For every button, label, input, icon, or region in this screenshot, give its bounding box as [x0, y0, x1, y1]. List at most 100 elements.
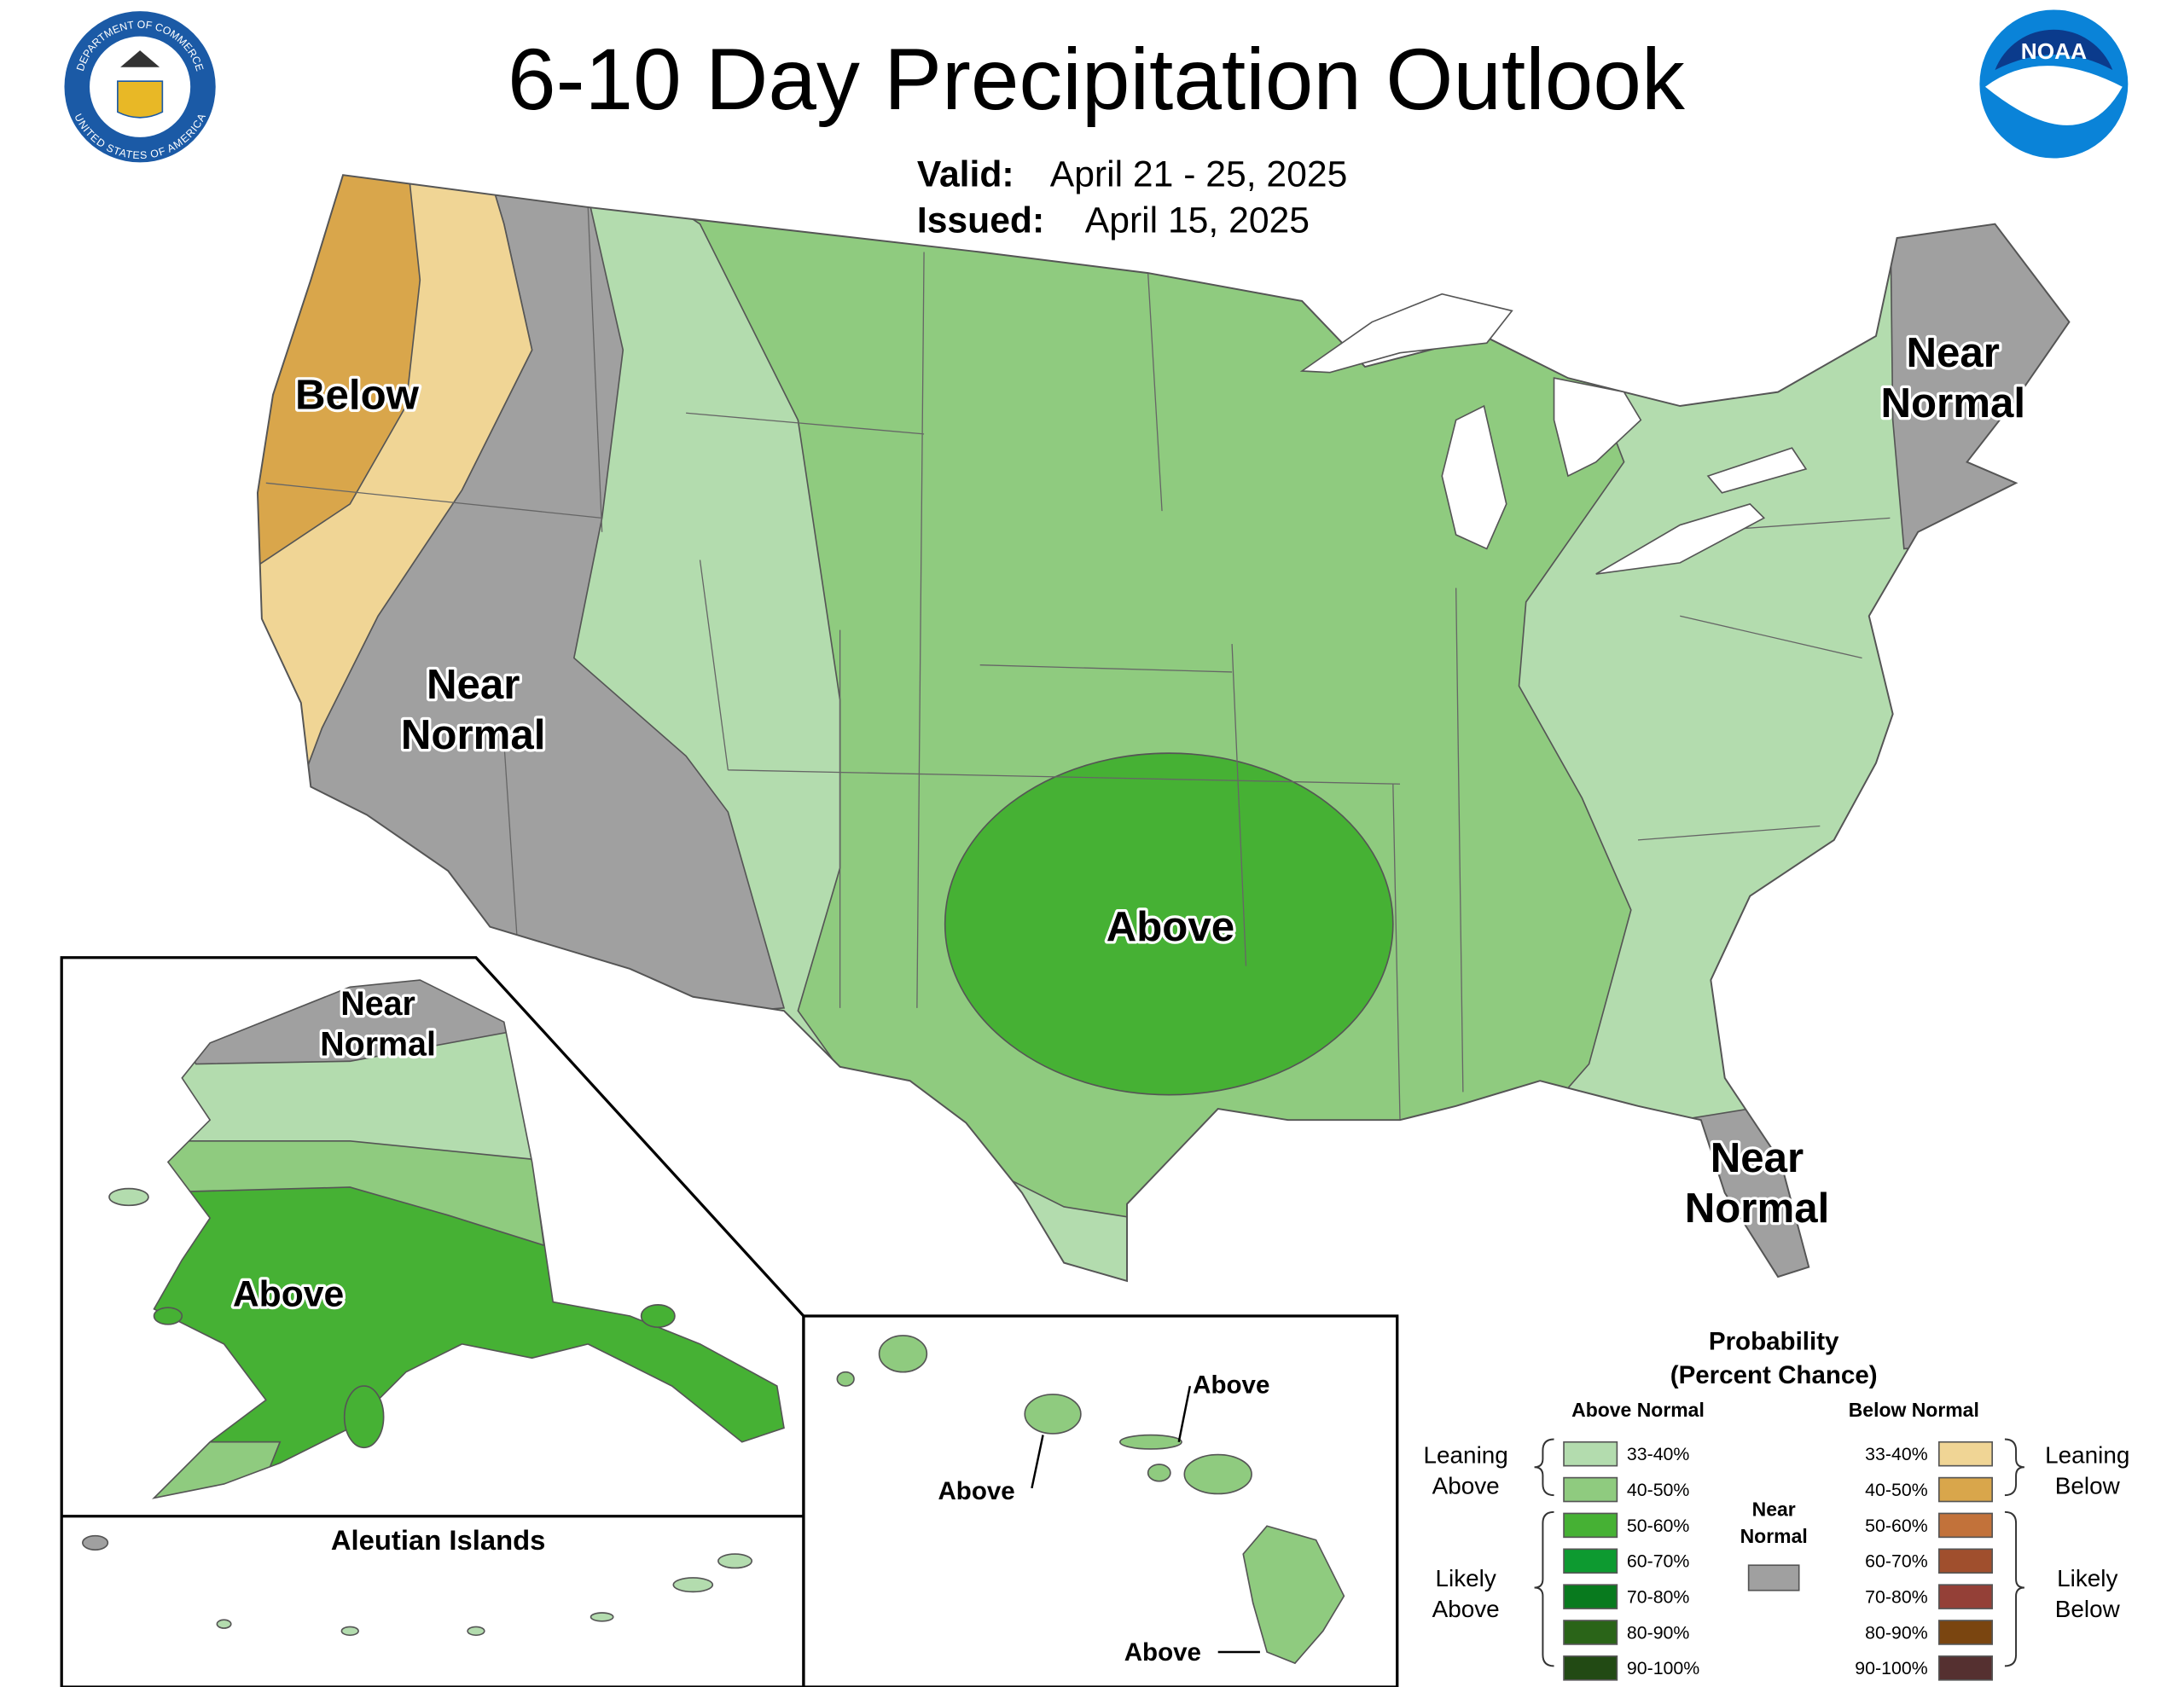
aleutian-islands [82, 1534, 753, 1637]
legend-swatch-label: 90-100% [1855, 1658, 1927, 1678]
state-borders [265, 206, 1891, 1121]
hi-label: Above [1193, 1371, 1269, 1399]
legend-swatch-label: 90-100% [1627, 1658, 1699, 1678]
legend-swatch [1563, 1512, 1618, 1539]
legend-swatch-label: 33-40% [1627, 1444, 1690, 1464]
map-label: Below [295, 371, 420, 418]
lake-erie [1595, 503, 1766, 575]
noaa-text: NOAA [2021, 38, 2087, 64]
legend-swatch-label: 40-50% [1865, 1480, 1928, 1500]
legend-swatch [1938, 1620, 1993, 1645]
legend-swatch-label: 80-90% [1627, 1622, 1690, 1643]
island-molokai [1119, 1434, 1182, 1450]
legend-swatch-label: 70-80% [1865, 1587, 1928, 1608]
valid-dates: April 21 - 25, 2025 [1050, 154, 1348, 194]
legend-swatch [1938, 1512, 1993, 1539]
seal-eagle [120, 50, 160, 67]
brace [1534, 1438, 1554, 1497]
island-big-island [1242, 1525, 1345, 1665]
island [343, 1385, 385, 1449]
legend-swatch [1938, 1548, 1993, 1574]
map-label: Normal [401, 711, 546, 758]
legend-group: Below [2055, 1472, 2121, 1499]
issued-date: April 15, 2025 [1085, 200, 1310, 241]
hawaii-leaders [1031, 1385, 1260, 1654]
legend-group: Likely [2057, 1565, 2117, 1591]
legend-swatch [1563, 1441, 1618, 1467]
lake-superior [1299, 293, 1513, 374]
lake-huron [1553, 377, 1642, 478]
island [82, 1534, 109, 1551]
noaa-bird [1984, 66, 2123, 125]
island [640, 1304, 676, 1328]
map-label: Above [1107, 903, 1234, 950]
island [672, 1577, 714, 1593]
border-lines [265, 206, 1891, 1121]
legend-group: Leaning [2045, 1441, 2129, 1468]
issued-label: Issued: [917, 200, 1044, 241]
legend-swatch-label: 40-50% [1627, 1480, 1690, 1500]
map-label: Near [427, 661, 520, 708]
legend-swatch [1938, 1584, 1993, 1609]
island [590, 1612, 614, 1622]
island [216, 1619, 232, 1629]
legend-group: Leaning [1424, 1441, 1508, 1468]
island-maui [1183, 1453, 1252, 1495]
legend-header: Above Normal [1571, 1399, 1705, 1421]
legend-group: Below [2055, 1596, 2121, 1622]
conus-outline [256, 174, 2071, 1283]
legend-near: Near [1752, 1499, 1796, 1521]
region-likely-above-50-60 [944, 752, 1394, 1096]
island [153, 1307, 183, 1325]
leader-line [1177, 1385, 1192, 1442]
legend-swatch [1938, 1655, 1993, 1681]
map-label: Near [1711, 1134, 1804, 1181]
ak-label: Normal [320, 1026, 436, 1064]
leader-line [1031, 1435, 1044, 1489]
legend-swatch [1563, 1584, 1618, 1609]
legend-swatch-label: 33-40% [1865, 1444, 1928, 1464]
great-lakes [1299, 293, 1808, 575]
legend-swatch [1938, 1441, 1993, 1467]
seal-shield [117, 80, 164, 119]
alaska-islands [108, 1187, 676, 1449]
legend-title: (Percent Chance) [1670, 1361, 1878, 1389]
title: 6-10 Day Precipitation Outlook [508, 31, 1686, 128]
island [717, 1553, 753, 1569]
map-label: Near [1907, 329, 2000, 376]
valid-label: Valid: [917, 154, 1014, 194]
island-lanai [1147, 1464, 1171, 1482]
legend-swatch [1563, 1548, 1618, 1574]
legend-swatch [1563, 1476, 1618, 1503]
legend-near-swatch [1747, 1564, 1800, 1591]
brace [1534, 1510, 1554, 1667]
legend-swatch-label: 50-60% [1627, 1516, 1690, 1536]
island-kauai [878, 1335, 928, 1373]
lake-ontario [1706, 447, 1808, 494]
hi-label: Above [938, 1477, 1014, 1505]
legend-title: Probability [1709, 1327, 1839, 1355]
hi-label: Above [1124, 1638, 1201, 1667]
legend-swatch-label: 60-70% [1865, 1551, 1928, 1572]
legend-swatch [1563, 1620, 1618, 1645]
legend-group: Above [1432, 1472, 1500, 1499]
legend-near: Normal [1740, 1525, 1808, 1547]
ak-label: Above [233, 1274, 344, 1315]
legend: Probability (Percent Chance) Above Norma… [1424, 1327, 2129, 1681]
island [108, 1187, 149, 1207]
hawaii-islands [836, 1335, 1345, 1665]
legend-swatch-label: 50-60% [1865, 1516, 1928, 1536]
legend-group: Likely [1436, 1565, 1496, 1591]
island-oahu [1024, 1394, 1082, 1435]
aleutian-title: Aleutian Islands [331, 1524, 546, 1556]
legend-swatch-label: 60-70% [1627, 1551, 1690, 1572]
map-label: Normal [1880, 380, 2025, 426]
ak-label: Near [340, 985, 415, 1023]
island [340, 1626, 359, 1637]
brace [2004, 1510, 2024, 1667]
alaska-outline [152, 979, 785, 1499]
island [467, 1626, 485, 1637]
legend-group: Above [1432, 1596, 1500, 1622]
